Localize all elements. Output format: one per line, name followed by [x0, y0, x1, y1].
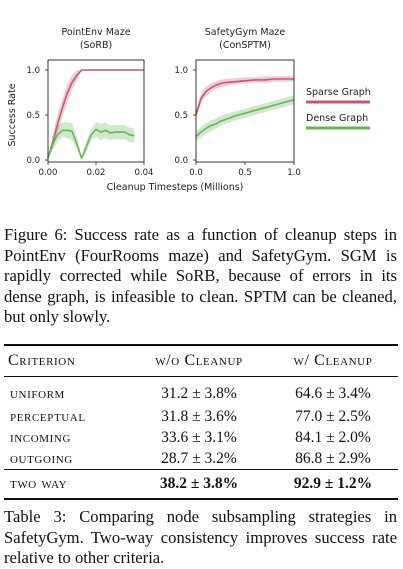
table-row: outgoing 28.7 ± 3.2% 86.8 ± 2.9%	[4, 448, 398, 470]
row-without-cleanup: 31.2 ± 3.8%	[161, 385, 237, 402]
row-criterion: perceptual	[10, 407, 86, 425]
table-row-highlight: two way 38.2 ± 3.8% 92.9 ± 1.2%	[4, 469, 398, 500]
table-row: perceptual 31.8 ± 3.6% 77.0 ± 2.5%	[4, 406, 398, 427]
row-criterion: two way	[4, 469, 130, 500]
figure-caption: Figure 6: Success rate as a function of …	[4, 225, 397, 328]
x-tick-label: 0.5	[238, 168, 252, 178]
plot-title: SafetyGym Maze	[205, 27, 286, 38]
x-tick-label: 0.04	[135, 168, 154, 178]
plot-subtitle: (SoRB)	[80, 40, 112, 51]
x-axis-label: Cleanup Timesteps (Millions)	[107, 182, 244, 193]
row-without-cleanup: 31.8 ± 3.6%	[161, 407, 237, 425]
row-with-cleanup: 77.0 ± 2.5%	[295, 407, 371, 425]
band-sparse-graph	[196, 76, 294, 119]
row-criterion: incoming	[10, 428, 72, 446]
header-without-cleanup: w/o Cleanup	[130, 344, 268, 377]
y-tick-label: 0.5	[174, 111, 188, 121]
y-axis-label: Success Rate	[7, 83, 18, 146]
band-dense-graph	[48, 122, 135, 159]
figure-6: PointEnv Maze (SoRB) Success Rate 0.0 0.5…	[7, 27, 371, 193]
table-row: uniform 31.2 ± 3.8% 64.6 ± 3.4%	[4, 377, 398, 407]
plot-safetygym: SafetyGym Maze (ConSPTM) 0.0 0.5 1.0 0.0 0.5…	[174, 27, 300, 178]
table-row: incoming 33.6 ± 3.1% 84.1 ± 2.0%	[4, 427, 398, 448]
row-with-cleanup: 84.1 ± 2.0%	[295, 428, 371, 446]
legend-label-dense: Dense Graph	[306, 113, 368, 124]
x-tick-label: 0.0	[189, 168, 203, 178]
x-tick-label: 0.02	[87, 168, 106, 178]
series-line-dense-graph	[47, 128, 135, 159]
row-criterion: outgoing	[10, 449, 73, 467]
x-tick-label: 0.00	[39, 168, 58, 178]
band-dense-graph	[196, 95, 294, 142]
y-tick-label: 0.0	[26, 156, 40, 166]
y-tick-label: 1.0	[174, 66, 188, 76]
y-tick-label: 0.0	[174, 156, 188, 166]
table-caption-label: Table 3:	[4, 507, 67, 526]
y-tick-label: 1.0	[26, 66, 40, 76]
figure-caption-label: Figure 6:	[4, 225, 68, 244]
row-without-cleanup: 33.6 ± 3.1%	[161, 428, 237, 446]
series-line-sparse-graph	[47, 69, 144, 159]
plot-pointenv: PointEnv Maze (SoRB) Success Rate 0.0 0.5…	[7, 27, 153, 178]
row-without-cleanup: 38.2 ± 3.8%	[130, 469, 268, 500]
header-criterion: Criterion	[4, 344, 130, 377]
table-caption: Table 3: Comparing node subsampling stra…	[4, 507, 397, 569]
results-table: Criterion w/o Cleanup w/ Cleanup uniform…	[4, 344, 398, 500]
header-with-cleanup: w/ Cleanup	[268, 344, 398, 377]
row-criterion: uniform	[10, 385, 65, 402]
row-without-cleanup: 28.7 ± 3.2%	[161, 449, 237, 467]
series-line-dense-graph	[195, 98, 295, 138]
table-caption-text: Comparing node subsampling strategies in…	[4, 507, 398, 567]
row-with-cleanup: 92.9 ± 1.2%	[268, 469, 398, 500]
band-sparse-graph	[48, 70, 144, 159]
row-with-cleanup: 64.6 ± 3.4%	[295, 385, 371, 402]
y-tick-label: 0.5	[26, 111, 40, 121]
table-header-row: Criterion w/o Cleanup w/ Cleanup	[4, 344, 398, 377]
plot-subtitle: (ConSPTM)	[219, 40, 271, 51]
plot-title: PointEnv Maze	[61, 27, 130, 38]
x-tick-label: 1.0	[287, 168, 301, 178]
series-line-sparse-graph	[195, 78, 294, 116]
legend-label-sparse: Sparse Graph	[306, 87, 371, 98]
figure-caption-text: Success rate as a function of cleanup st…	[4, 225, 397, 326]
legend: Sparse Graph Dense Graph	[306, 87, 371, 130]
row-with-cleanup: 86.8 ± 2.9%	[295, 449, 371, 467]
